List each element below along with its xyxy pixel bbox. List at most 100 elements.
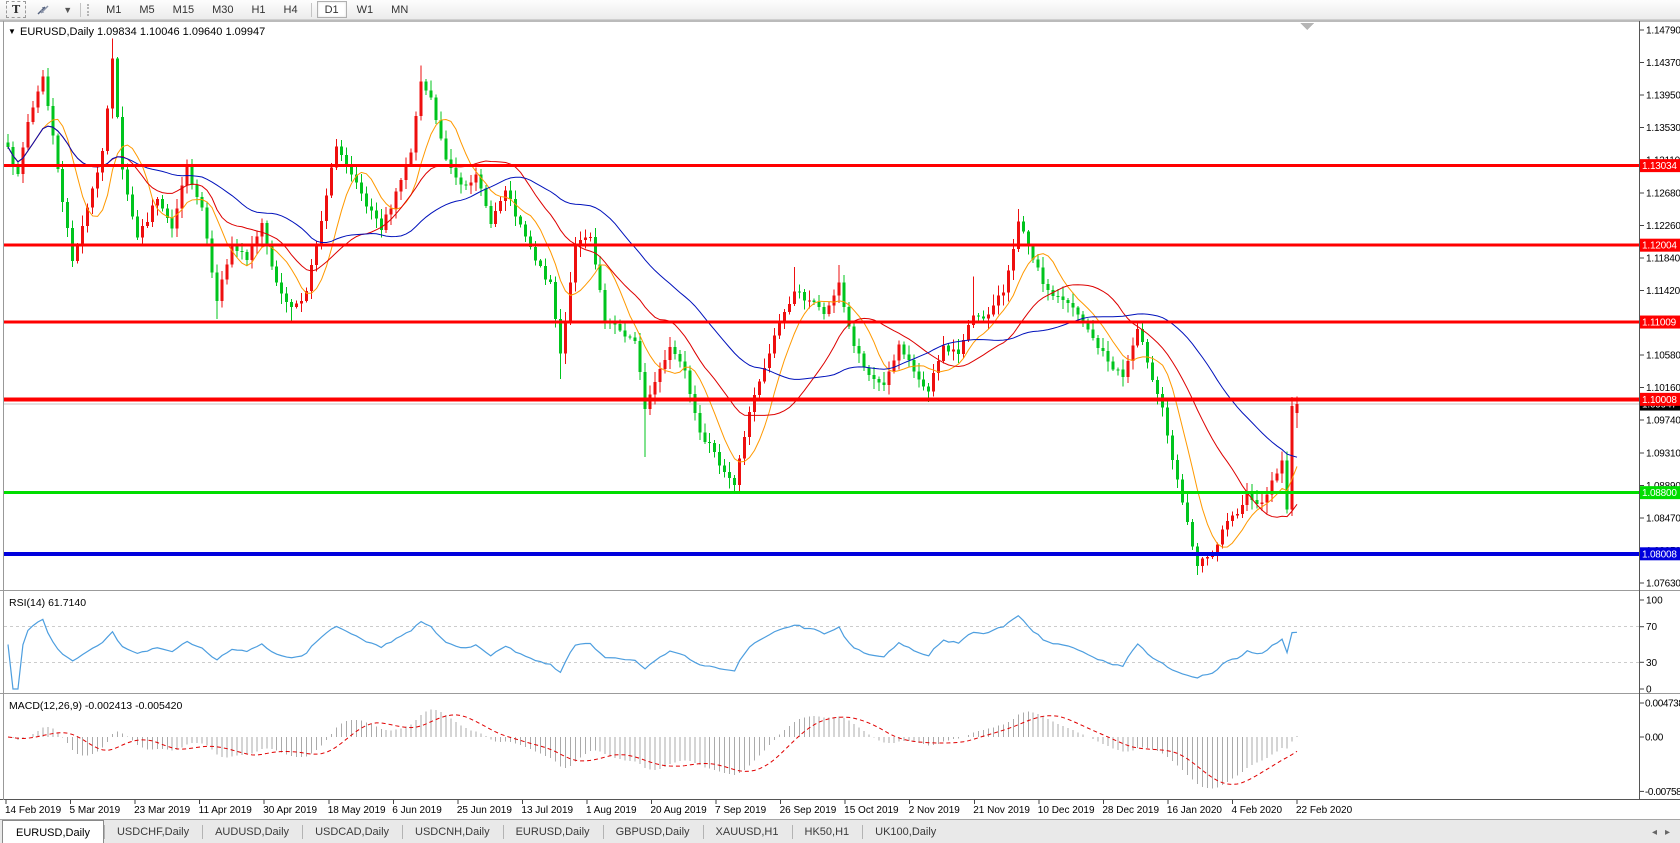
timeframe-button-m1[interactable]: M1 [98,1,129,18]
rsi-axis-tick: 70 [1646,622,1658,633]
price-axis-tick: 1.11840 [1646,253,1680,264]
text-tool-button[interactable]: T [6,1,27,18]
macd-panel-label: MACD(12,26,9) -0.002413 -0.005420 [9,700,183,712]
svg-text:1.08008: 1.08008 [1642,549,1677,560]
macd-signal-line [7,714,1298,785]
svg-text:1.11009: 1.11009 [1642,318,1677,329]
date-axis-label: 25 Jun 2019 [457,805,512,816]
symbol-tab-7[interactable]: XAUUSD,H1 [702,820,792,843]
symbol-tab-5[interactable]: EURUSD,Daily [502,820,603,843]
price-axis-tick: 1.14370 [1646,58,1680,69]
date-axis-label: 23 Mar 2019 [134,805,191,816]
timeframe-button-mn[interactable]: MN [383,1,416,18]
price-axis-tick: 1.13950 [1646,90,1680,101]
timeframe-button-m30[interactable]: M30 [204,1,241,18]
date-axis-label: 13 Jul 2019 [521,805,573,816]
chart-canvas[interactable]: 1.147901.143701.139501.135301.131101.126… [0,0,1680,820]
price-line-tag [1640,315,1680,329]
timeframe-button-w1[interactable]: W1 [349,1,382,18]
timeframe-button-d1[interactable]: D1 [316,1,347,18]
date-axis-label: 28 Dec 2019 [1102,805,1159,816]
date-axis-label: 14 Feb 2019 [5,805,62,816]
date-axis-label: 10 Dec 2019 [1038,805,1095,816]
symbol-tab-3[interactable]: USDCAD,Daily [302,820,402,843]
arrows-tool-button[interactable] [28,1,58,18]
price-axis-tick: 1.08470 [1646,514,1680,525]
symbol-tabs: EURUSD,Daily USDCHF,Daily AUDUSD,Daily USDC… [0,820,949,843]
axes-and-labels: 1.147901.143701.139501.135301.131101.126… [0,20,1680,816]
price-axis-tick: 1.14790 [1646,26,1680,37]
date-axis-label: 7 Sep 2019 [715,805,767,816]
svg-text:1.12004: 1.12004 [1642,241,1677,252]
chart-shift-marker-icon[interactable] [1300,23,1314,30]
date-axis-label: 30 Apr 2019 [263,805,317,816]
price-axis-tick: 1.07630 [1646,579,1680,590]
toolbar-separator [80,2,82,17]
tab-scroll-right-icon[interactable]: ▸ [1664,826,1670,838]
price-axis-tick: 1.12680 [1646,188,1680,199]
symbol-tab-0[interactable]: EURUSD,Daily [2,820,104,843]
ma-slow-line [7,125,1298,458]
arrows-icon [37,5,49,14]
candlestick-series [6,38,1299,576]
toolbar-grip [87,3,92,16]
price-axis-tick: 1.10160 [1646,383,1680,394]
symbol-tab-2[interactable]: AUDUSD,Daily [202,820,302,843]
rsi-axis-tick: 100 [1646,596,1663,607]
tab-scroll-arrows: ◂ ▸ [1652,820,1680,843]
price-axis-tick: 1.09310 [1646,449,1680,460]
price-axis-tick: 1.13530 [1646,123,1680,134]
date-axis-label: 18 May 2019 [328,805,386,816]
date-axis-label: 26 Sep 2019 [780,805,837,816]
ma-fast-line [7,118,1298,548]
symbol-tab-6[interactable]: GBPUSD,Daily [602,820,703,843]
symbol-dropdown-icon[interactable]: ▼ [8,27,16,36]
date-axis-label: 16 Jan 2020 [1167,805,1222,816]
support-resistance-lines [4,23,1639,556]
symbol-tab-9[interactable]: UK100,Daily [862,820,949,843]
timeframe-button-m5[interactable]: M5 [131,1,162,18]
symbol-tab-4[interactable]: USDCNH,Daily [402,820,503,843]
timeframe-button-h4[interactable]: H4 [276,1,306,18]
date-axis-label: 15 Oct 2019 [844,805,899,816]
date-axis-label: 22 Feb 2020 [1296,805,1353,816]
date-axis-label: 2 Nov 2019 [909,805,961,816]
tool-dropdown-caret[interactable]: ▼ [60,1,75,18]
indicator-panes [4,614,1639,789]
price-line-tag [1640,159,1680,173]
macd-axis-tick: -0.00758 [1645,787,1680,798]
chart-ohlc-header: EURUSD,Daily 1.09834 1.10046 1.09640 1.0… [20,26,265,38]
timeframe-button-m15[interactable]: M15 [165,1,202,18]
price-axis-tick: 1.11420 [1646,286,1680,297]
symbol-tab-8[interactable]: HK50,H1 [791,820,863,843]
date-axis-label: 1 Aug 2019 [586,805,637,816]
date-axis-label: 20 Aug 2019 [651,805,708,816]
price-line-tag [1640,238,1680,252]
macd-axis-tick: 0.004738 [1645,698,1680,709]
timeframe-buttons: M1 M5 M15 M30 H1 H4 D1 W1 MN [97,1,417,18]
symbol-tab-1[interactable]: USDCHF,Daily [103,820,202,843]
rsi-panel-label: RSI(14) 61.7140 [9,597,86,609]
date-axis-label: 21 Nov 2019 [973,805,1030,816]
svg-text:1.10008: 1.10008 [1642,395,1677,406]
price-axis-tick: 1.10580 [1646,351,1680,362]
price-axis-tick: 1.12260 [1646,221,1680,232]
moving-average-lines [7,118,1298,548]
rsi-axis-tick: 30 [1646,658,1658,669]
date-axis-label: 5 Mar 2019 [70,805,121,816]
price-axis-tick: 1.09740 [1646,416,1680,427]
symbol-tab-bar: EURUSD,Daily USDCHF,Daily AUDUSD,Daily USDC… [0,819,1680,843]
date-axis-label: 6 Jun 2019 [392,805,442,816]
tab-scroll-left-icon[interactable]: ◂ [1651,826,1657,838]
svg-text:1.13034: 1.13034 [1642,161,1677,172]
ma-medium-line [7,125,1298,518]
macd-axis-tick: 0.00 [1645,733,1664,744]
price-line-tag [1640,486,1680,500]
svg-text:1.08800: 1.08800 [1642,488,1677,499]
rsi-axis-tick: 0 [1646,685,1652,696]
price-line-tag [1640,547,1680,561]
timeframe-button-h1[interactable]: H1 [243,1,273,18]
price-line-tag [1640,392,1680,406]
date-axis-label: 11 Apr 2019 [199,805,253,816]
